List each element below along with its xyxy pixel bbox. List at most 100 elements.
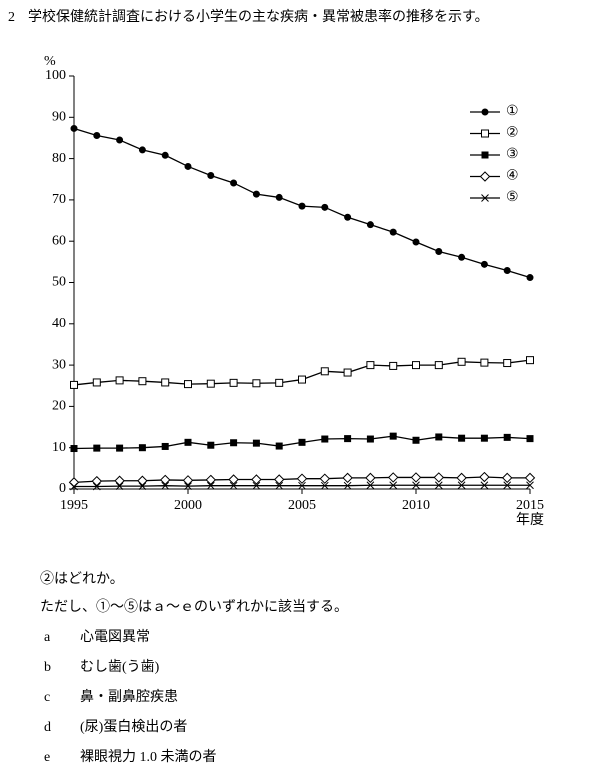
point (503, 481, 512, 490)
point (275, 481, 284, 490)
point (412, 481, 420, 490)
point (366, 481, 375, 490)
point (366, 361, 375, 370)
point (184, 482, 192, 490)
option-text: 鼻・副鼻腔疾患 (80, 688, 178, 705)
point (93, 444, 101, 452)
point (503, 359, 512, 368)
point (182, 475, 194, 486)
point (412, 436, 420, 444)
x-tick-label: 2010 (402, 498, 430, 513)
legend-marker (479, 171, 491, 182)
point (526, 435, 534, 443)
point (298, 202, 306, 210)
point (412, 238, 420, 246)
point (275, 378, 284, 387)
legend-label: ⑤ (506, 190, 519, 205)
option-label: b (44, 660, 51, 675)
point (252, 439, 260, 447)
point (480, 481, 489, 490)
legend-label: ③ (506, 147, 519, 162)
point (230, 439, 238, 447)
point (93, 131, 101, 139)
point (138, 377, 147, 386)
point (298, 481, 306, 490)
point (365, 472, 376, 484)
y-tick-label: 90 (52, 110, 66, 125)
point (343, 481, 352, 490)
point (410, 472, 422, 483)
x-tick-label: 1995 (60, 498, 88, 513)
y-tick-label: 70 (52, 192, 66, 207)
point (458, 434, 466, 442)
point (501, 472, 513, 484)
legend-marker (481, 151, 489, 159)
point (320, 481, 329, 490)
prompt: ②はどれか。 (40, 571, 124, 587)
point (252, 190, 260, 198)
point (275, 442, 283, 450)
point (366, 435, 374, 443)
point (138, 482, 147, 490)
point (159, 474, 171, 486)
point (343, 368, 352, 377)
point (412, 361, 420, 370)
point (389, 361, 398, 370)
point (70, 445, 78, 453)
y-tick-label: 100 (45, 68, 66, 83)
point (229, 481, 238, 490)
point (435, 433, 443, 441)
point (389, 481, 398, 490)
point (526, 481, 534, 490)
point (526, 274, 534, 282)
point (184, 438, 192, 446)
point (115, 482, 124, 490)
point (252, 379, 261, 388)
point (321, 203, 329, 211)
point (344, 213, 352, 221)
legend-label: ④ (506, 169, 519, 184)
y-tick-label: 80 (52, 151, 66, 166)
point (115, 376, 124, 385)
point (252, 481, 261, 490)
y-tick-label: 30 (52, 357, 66, 372)
x-tick-label: 2005 (288, 498, 316, 513)
option-text: 心電図異常 (80, 629, 150, 645)
y-tick-label: 60 (52, 233, 66, 248)
point (206, 481, 215, 490)
point (206, 379, 215, 388)
point (70, 482, 78, 491)
point (503, 267, 511, 275)
point (457, 357, 466, 366)
point (138, 146, 146, 154)
point (342, 472, 353, 484)
legend-label: ② (506, 126, 519, 141)
point (138, 444, 146, 452)
legend-marker (481, 194, 489, 202)
legend-label: ① (506, 104, 519, 119)
point (230, 179, 238, 187)
point (228, 474, 239, 485)
point (319, 473, 331, 484)
point (387, 472, 399, 483)
point (273, 474, 285, 485)
point (433, 472, 445, 483)
legend-marker (481, 129, 489, 138)
x-tick-label: 2000 (174, 498, 202, 513)
y-axis-label: % (44, 54, 56, 69)
question-text: 学校保健統計調査における小学生の主な疾病・異常被患率の推移を示す。 (28, 8, 489, 25)
note: ただし、①～⑤はａ～ｅのいずれかに該当する。 (40, 599, 348, 615)
point (458, 253, 466, 261)
point (161, 378, 170, 387)
point (229, 378, 238, 387)
option-label: e (44, 750, 50, 765)
point (275, 193, 283, 201)
point (296, 473, 308, 484)
point (205, 474, 217, 486)
point (480, 260, 488, 268)
point (457, 481, 466, 490)
point (366, 221, 374, 229)
point (298, 438, 306, 446)
point (114, 475, 125, 486)
